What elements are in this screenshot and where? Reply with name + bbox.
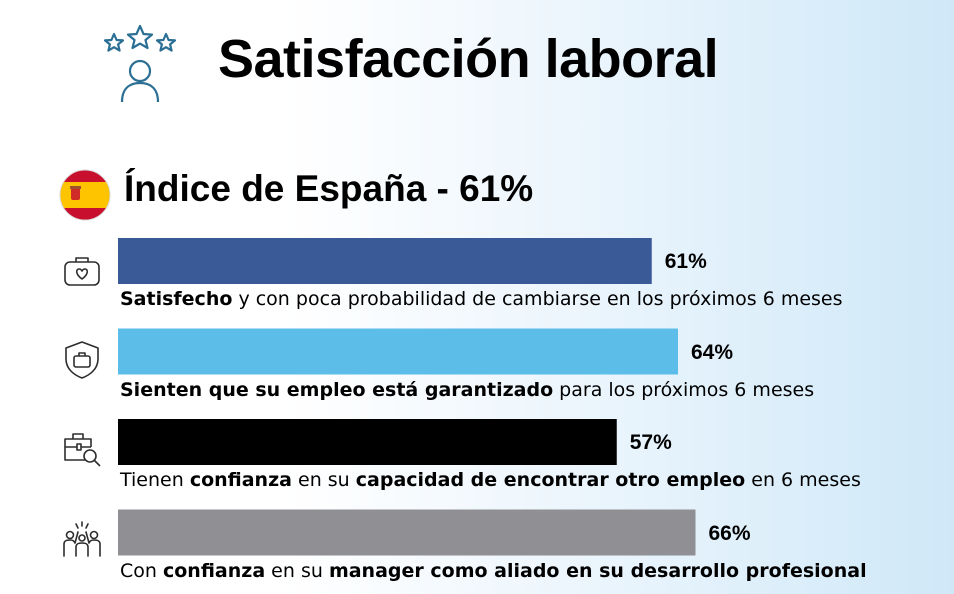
spain-flag-icon [58,168,112,222]
category-label-2: Sienten que su empleo está garantizado p… [120,378,815,401]
value-label-1: 61% [664,250,707,273]
briefcase-search-icon [61,430,103,470]
category-label-3: Tienen confianza en su capacidad de enco… [120,469,861,491]
bar-1 [118,238,652,284]
value-label-3: 57% [629,431,672,454]
category-label-1: Satisfecho y con poca probabilidad de ca… [120,288,843,310]
bar-4 [118,509,696,556]
bar-2 [118,328,678,375]
value-label-4: 66% [708,521,751,545]
category-label-4: Con confianza en su manager como aliado … [120,559,867,582]
value-label-2: 64% [691,340,734,364]
page-title: Satisfacción laboral [218,29,719,89]
team-cheer-icon [61,520,103,560]
stars-person-icon [100,22,180,104]
index-heading: Índice de España - 61% [124,168,534,209]
shield-briefcase-icon [62,339,102,381]
bar-3 [118,419,617,465]
briefcase-heart-icon [62,253,102,289]
